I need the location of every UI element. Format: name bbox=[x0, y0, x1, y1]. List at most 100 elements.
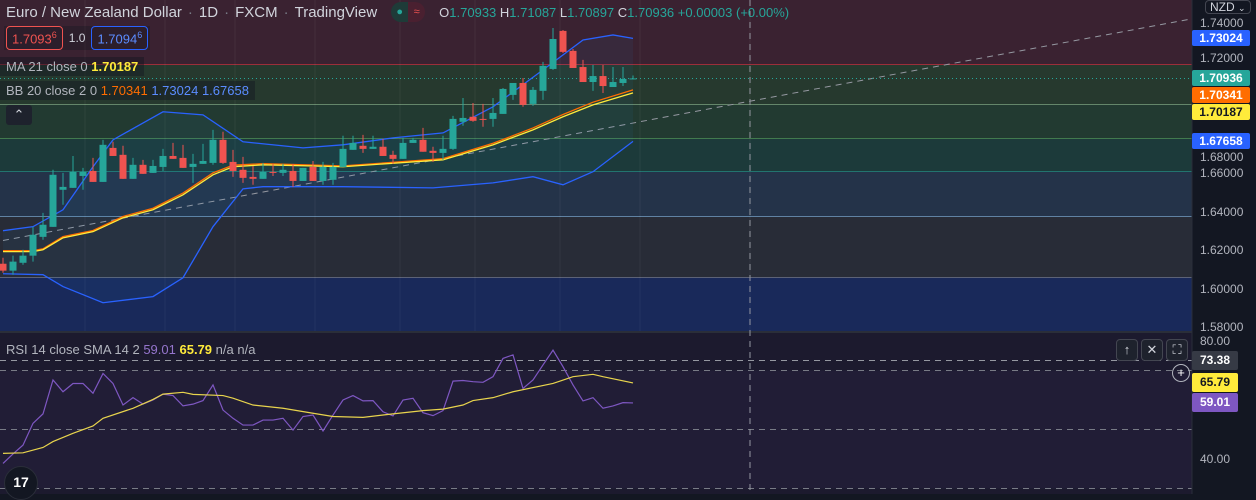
buy-button[interactable]: 1.70946 bbox=[91, 26, 149, 51]
open-value: 1.70933 bbox=[449, 4, 497, 20]
rsi-na-1: n/a bbox=[215, 342, 234, 357]
candle-body bbox=[109, 147, 117, 156]
candle-body bbox=[19, 255, 27, 263]
candle-body bbox=[29, 234, 37, 256]
candle-body bbox=[159, 155, 167, 167]
ma-legend[interactable]: MA 21 close 0 1.70187 bbox=[0, 57, 145, 76]
candle bbox=[399, 137, 407, 159]
candle bbox=[489, 97, 497, 127]
candle bbox=[539, 61, 547, 100]
candle bbox=[469, 102, 477, 122]
rsi-badge: 65.79 bbox=[1192, 373, 1238, 393]
candle-body bbox=[219, 139, 227, 163]
tradingview-logo[interactable]: 17 bbox=[4, 466, 38, 500]
price-badge: 1.70187 bbox=[1192, 104, 1250, 121]
candle-body bbox=[529, 89, 537, 104]
candle bbox=[209, 129, 217, 165]
chevron-up-icon: ⌃ bbox=[13, 107, 25, 122]
candle bbox=[389, 150, 397, 164]
price-tick: 1.64000 bbox=[1200, 204, 1244, 219]
close-pane-button[interactable]: ✕ bbox=[1141, 339, 1163, 361]
candle-body bbox=[539, 65, 547, 91]
bb-fill bbox=[3, 34, 633, 303]
candle-body bbox=[9, 261, 17, 271]
candle-body bbox=[49, 174, 57, 227]
high-value: 1.71087 bbox=[509, 4, 557, 20]
sell-button[interactable]: 1.70936 bbox=[6, 26, 63, 51]
candle bbox=[359, 134, 367, 153]
candle-body bbox=[169, 155, 177, 159]
candle-body bbox=[119, 154, 127, 179]
candle bbox=[239, 156, 247, 183]
candle bbox=[39, 212, 47, 240]
candle-body bbox=[479, 118, 487, 120]
level-band bbox=[0, 277, 1192, 332]
candle bbox=[519, 77, 527, 107]
candle bbox=[139, 159, 147, 174]
candle-body bbox=[0, 263, 7, 271]
close-label: C bbox=[617, 4, 628, 20]
candle bbox=[259, 162, 267, 179]
candle bbox=[179, 144, 187, 168]
candle bbox=[9, 255, 17, 275]
candle-body bbox=[399, 142, 407, 159]
candle-body bbox=[259, 171, 267, 179]
candle bbox=[569, 48, 577, 68]
add-plus-icon[interactable]: + bbox=[1172, 364, 1190, 382]
rsi-label: RSI 14 close SMA 14 2 bbox=[6, 342, 140, 357]
candle-body bbox=[69, 171, 77, 188]
arrow-up-icon: ↑ bbox=[1123, 342, 1131, 357]
candle-body bbox=[449, 118, 457, 149]
bb-label: BB 20 close 2 0 bbox=[6, 83, 98, 98]
bb-basis-value: 1.70341 bbox=[100, 83, 148, 98]
exchange: FXCM bbox=[235, 3, 278, 21]
price-badge: 1.73024 bbox=[1192, 30, 1250, 47]
bb-lower-line bbox=[2, 140, 634, 304]
candle bbox=[249, 165, 257, 185]
rsi-value: 59.01 bbox=[143, 342, 176, 357]
market-status-pill[interactable]: ● ≈ bbox=[391, 2, 426, 22]
candle bbox=[19, 249, 27, 265]
candle bbox=[619, 67, 627, 87]
candle-body bbox=[619, 78, 627, 83]
candle bbox=[479, 103, 487, 127]
bid-ask-panel: 1.70936 1.0 1.70946 bbox=[4, 26, 151, 51]
candle-body bbox=[199, 160, 207, 164]
interval[interactable]: 1D bbox=[198, 3, 219, 21]
open-label: O bbox=[439, 4, 450, 20]
collapse-legend-button[interactable]: ⌃ bbox=[6, 105, 32, 125]
candle-body bbox=[409, 139, 417, 143]
candle-body bbox=[179, 157, 187, 168]
currency-dropdown[interactable]: NZD ⌄ bbox=[1205, 0, 1251, 14]
candle-body bbox=[459, 117, 467, 122]
candle bbox=[409, 137, 417, 143]
low-value: 1.70897 bbox=[567, 4, 615, 20]
candle-body bbox=[339, 148, 347, 167]
level-band bbox=[0, 216, 1192, 278]
candle bbox=[149, 159, 157, 173]
candle-body bbox=[149, 165, 157, 173]
buy-price: 1.7094 bbox=[97, 31, 138, 47]
bb-upper-value: 1.73024 bbox=[151, 83, 199, 98]
data-source: TradingView bbox=[294, 3, 378, 21]
chevron-down-icon: ⌄ bbox=[1238, 3, 1246, 13]
bb-legend[interactable]: BB 20 close 2 0 1.70341 1.73024 1.67658 bbox=[0, 81, 255, 100]
candle-body bbox=[549, 38, 557, 69]
candle bbox=[449, 115, 457, 150]
move-pane-up-button[interactable]: ↑ bbox=[1116, 339, 1138, 361]
candle-body bbox=[79, 171, 87, 176]
maximize-pane-button[interactable]: ⛶ bbox=[1166, 339, 1188, 361]
candle-body bbox=[99, 144, 107, 182]
high-label: H bbox=[499, 4, 510, 20]
rsi-badge: 59.01 bbox=[1192, 393, 1238, 413]
candle bbox=[129, 157, 137, 179]
price-tick: 1.58000 bbox=[1200, 319, 1244, 334]
rsi-legend[interactable]: RSI 14 close SMA 14 2 59.01 65.79 n/a n/… bbox=[6, 342, 255, 357]
separator: · bbox=[187, 3, 193, 21]
rsi-tick: 40.00 bbox=[1200, 452, 1231, 466]
symbol-name[interactable]: Euro / New Zealand Dollar bbox=[6, 3, 182, 21]
price-tick: 1.60000 bbox=[1200, 281, 1244, 296]
rsi-na-2: n/a bbox=[237, 342, 256, 357]
candle-body bbox=[349, 142, 357, 150]
